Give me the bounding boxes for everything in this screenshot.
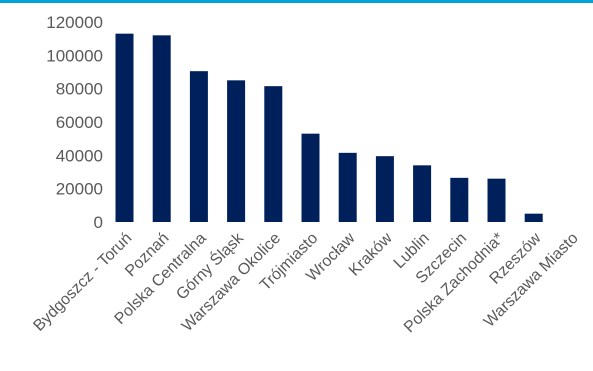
y-axis: 0 20000 40000 60000 80000 100000 120000 bbox=[46, 13, 103, 232]
bar bbox=[264, 86, 283, 223]
bar bbox=[413, 165, 432, 222]
y-tick-label: 80000 bbox=[56, 80, 103, 99]
bar bbox=[152, 35, 171, 223]
bar bbox=[189, 71, 208, 223]
y-tick-label: 120000 bbox=[46, 13, 103, 32]
bar bbox=[227, 80, 246, 222]
top-accent-rule bbox=[0, 0, 593, 3]
bar bbox=[375, 156, 394, 222]
y-tick-label: 0 bbox=[94, 213, 103, 232]
bar bbox=[450, 177, 469, 222]
y-tick-label: 40000 bbox=[56, 146, 103, 165]
bar bbox=[487, 178, 506, 222]
bar-series bbox=[115, 33, 543, 223]
y-tick-label: 20000 bbox=[56, 180, 103, 199]
bar bbox=[524, 213, 543, 222]
bar bbox=[115, 33, 134, 222]
y-tick-label: 60000 bbox=[56, 113, 103, 132]
bar bbox=[301, 133, 320, 222]
bar bbox=[338, 152, 357, 222]
y-tick-label: 100000 bbox=[46, 46, 103, 65]
